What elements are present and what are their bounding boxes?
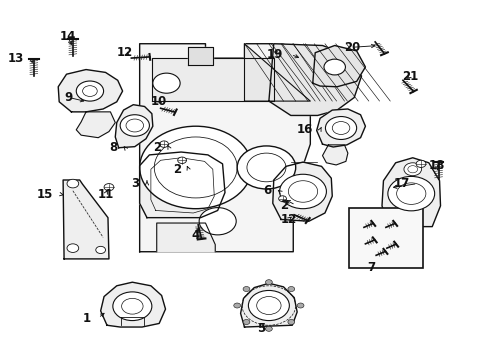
Polygon shape <box>312 45 365 87</box>
Text: 20: 20 <box>343 41 359 54</box>
Text: 1: 1 <box>82 311 91 325</box>
Text: 13: 13 <box>8 51 24 64</box>
Circle shape <box>233 303 240 308</box>
Text: 9: 9 <box>65 91 73 104</box>
Circle shape <box>415 160 425 167</box>
Circle shape <box>104 184 114 191</box>
Circle shape <box>113 292 152 320</box>
Text: 5: 5 <box>257 322 265 335</box>
Polygon shape <box>152 58 273 101</box>
Text: 21: 21 <box>401 69 418 82</box>
Polygon shape <box>140 152 224 218</box>
Text: 16: 16 <box>296 123 312 136</box>
Text: 15: 15 <box>37 188 53 201</box>
Bar <box>348 208 423 268</box>
Polygon shape <box>58 69 122 112</box>
Circle shape <box>243 319 249 324</box>
Circle shape <box>177 157 186 163</box>
Text: 7: 7 <box>366 261 375 274</box>
Circle shape <box>325 117 356 139</box>
Circle shape <box>243 287 249 292</box>
Circle shape <box>120 115 149 136</box>
Circle shape <box>324 59 345 75</box>
Circle shape <box>67 244 79 252</box>
Text: 18: 18 <box>428 159 445 172</box>
Polygon shape <box>188 47 212 65</box>
Circle shape <box>387 176 434 211</box>
Circle shape <box>278 196 286 202</box>
Text: 12: 12 <box>280 213 296 226</box>
Circle shape <box>248 291 289 320</box>
Circle shape <box>153 73 180 93</box>
Text: 10: 10 <box>151 95 167 108</box>
Circle shape <box>403 163 421 176</box>
Circle shape <box>96 246 105 253</box>
Circle shape <box>199 208 236 235</box>
Circle shape <box>159 141 168 147</box>
Polygon shape <box>268 44 361 116</box>
Polygon shape <box>115 105 153 148</box>
Polygon shape <box>240 283 297 327</box>
Circle shape <box>76 81 103 101</box>
Circle shape <box>265 326 272 331</box>
Circle shape <box>237 146 295 189</box>
Polygon shape <box>101 282 165 327</box>
Text: 6: 6 <box>263 184 271 197</box>
Text: 2: 2 <box>173 163 181 176</box>
Circle shape <box>140 126 251 209</box>
Circle shape <box>279 174 326 209</box>
Text: 3: 3 <box>131 177 140 190</box>
Circle shape <box>287 319 294 324</box>
Circle shape <box>265 280 272 285</box>
Polygon shape <box>272 162 331 221</box>
Polygon shape <box>140 44 310 252</box>
Text: 2: 2 <box>280 199 288 212</box>
Circle shape <box>67 179 79 188</box>
Polygon shape <box>76 112 115 138</box>
Text: 4: 4 <box>191 229 200 242</box>
Circle shape <box>287 287 294 292</box>
Text: 12: 12 <box>117 46 133 59</box>
Polygon shape <box>381 158 440 226</box>
Circle shape <box>297 303 304 308</box>
Text: 11: 11 <box>97 188 113 201</box>
Polygon shape <box>157 223 215 252</box>
Polygon shape <box>244 44 310 101</box>
Polygon shape <box>316 109 365 147</box>
Text: 2: 2 <box>153 141 161 154</box>
Text: 14: 14 <box>60 30 76 43</box>
Polygon shape <box>63 180 109 259</box>
Text: 19: 19 <box>266 48 283 61</box>
Polygon shape <box>322 145 347 165</box>
Text: 8: 8 <box>109 141 118 154</box>
Text: 17: 17 <box>393 177 409 190</box>
